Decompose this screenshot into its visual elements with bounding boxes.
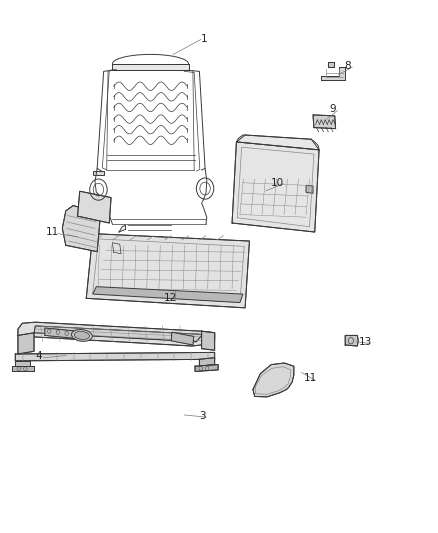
- Text: 3: 3: [199, 411, 206, 421]
- Polygon shape: [12, 366, 34, 371]
- Polygon shape: [237, 135, 319, 150]
- Text: 11: 11: [304, 373, 317, 383]
- Polygon shape: [201, 331, 215, 350]
- Polygon shape: [45, 328, 78, 338]
- Text: 8: 8: [344, 61, 351, 71]
- Polygon shape: [113, 64, 188, 70]
- Polygon shape: [18, 333, 34, 354]
- Polygon shape: [171, 332, 194, 345]
- Polygon shape: [15, 352, 215, 361]
- Text: 1: 1: [201, 34, 207, 44]
- Polygon shape: [253, 363, 294, 397]
- Text: 9: 9: [330, 104, 336, 114]
- Polygon shape: [93, 287, 243, 303]
- Polygon shape: [18, 322, 215, 346]
- Polygon shape: [86, 233, 250, 308]
- Polygon shape: [78, 191, 111, 223]
- Polygon shape: [306, 185, 313, 193]
- Polygon shape: [321, 67, 345, 80]
- Polygon shape: [328, 62, 334, 67]
- Polygon shape: [62, 206, 101, 252]
- Polygon shape: [199, 358, 215, 366]
- Polygon shape: [113, 243, 121, 254]
- Polygon shape: [34, 326, 202, 342]
- Polygon shape: [195, 365, 218, 372]
- Polygon shape: [93, 171, 104, 175]
- Polygon shape: [232, 142, 319, 232]
- Ellipse shape: [74, 332, 89, 340]
- Text: 10: 10: [271, 177, 284, 188]
- Polygon shape: [345, 335, 358, 346]
- Ellipse shape: [71, 329, 92, 341]
- Text: 4: 4: [35, 351, 42, 361]
- Polygon shape: [313, 115, 336, 128]
- Text: 12: 12: [164, 293, 177, 303]
- Polygon shape: [15, 361, 30, 367]
- Text: 13: 13: [359, 337, 372, 348]
- Text: 11: 11: [46, 227, 60, 237]
